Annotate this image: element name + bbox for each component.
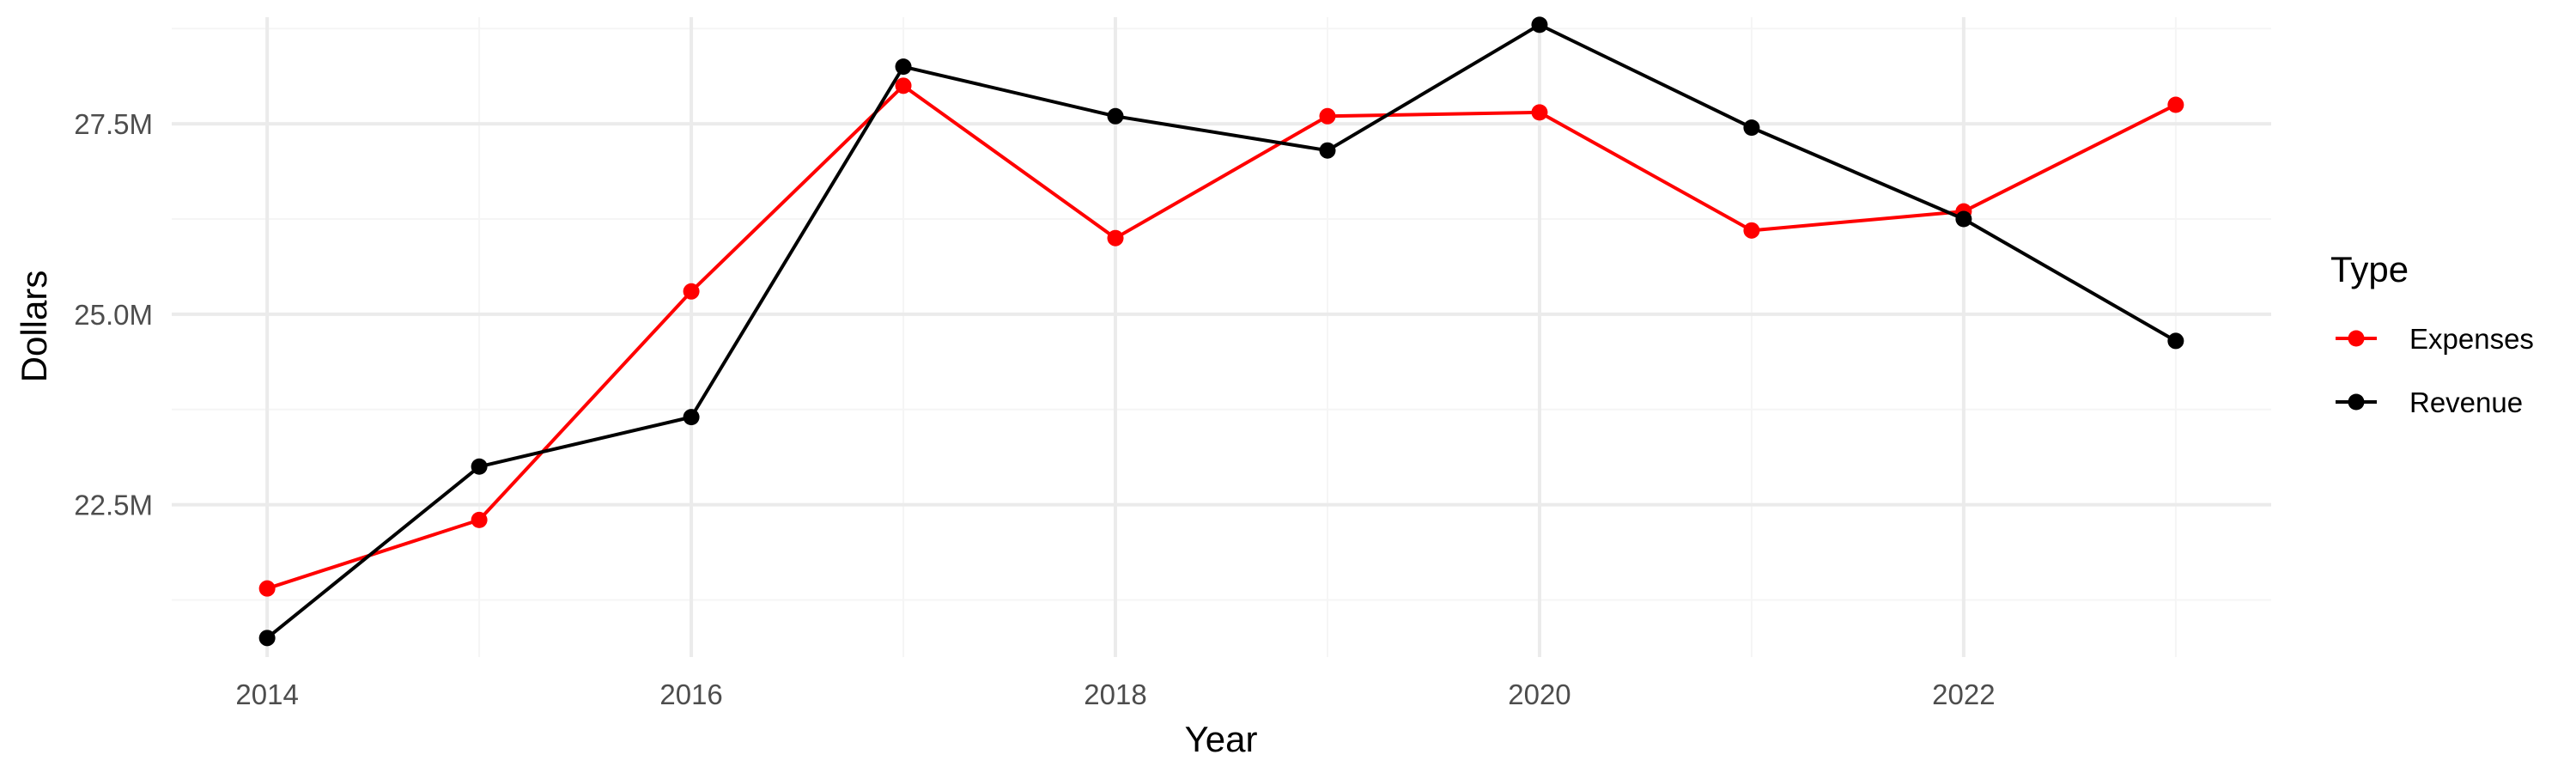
expenses-point	[1319, 107, 1336, 125]
expenses-point	[471, 511, 488, 528]
series-revenue	[258, 16, 2184, 647]
legend-items: Expenses Revenue	[2336, 323, 2534, 418]
revenue-point	[2167, 332, 2184, 350]
x-tick-label: 2014	[235, 679, 298, 710]
legend-key-point	[2348, 330, 2365, 347]
series-expenses	[258, 77, 2184, 597]
expenses-point	[683, 283, 700, 300]
revenue-point	[1319, 142, 1336, 159]
x-tick-label: 2022	[1932, 679, 1995, 710]
revenue-point	[1955, 210, 1972, 228]
legend: Type Expenses Revenue	[2330, 249, 2534, 418]
revenue-point	[258, 630, 276, 647]
expenses-point	[1531, 104, 1548, 121]
legend-label: Expenses	[2409, 323, 2534, 355]
x-tick-label: 2018	[1084, 679, 1146, 710]
revenue-point	[895, 58, 912, 76]
x-tick-label: 2020	[1508, 679, 1571, 710]
y-tick-label: 25.0M	[74, 299, 153, 331]
revenue-point	[1531, 16, 1548, 33]
legend-item-expenses: Expenses	[2336, 323, 2534, 355]
legend-item-revenue: Revenue	[2336, 386, 2523, 418]
legend-title: Type	[2330, 249, 2409, 289]
tick-layer: 2014 2016 2018 2020 2022 22.5M 25.0M 27.5M	[74, 108, 1995, 710]
revenue-line	[265, 22, 2177, 640]
legend-label: Revenue	[2409, 386, 2523, 418]
x-tick-label: 2016	[659, 679, 722, 710]
series-layer	[258, 16, 2184, 647]
grid-layer	[172, 17, 2271, 657]
expenses-point	[2167, 96, 2184, 113]
expenses-line	[266, 83, 2177, 591]
x-axis-title: Year	[1185, 719, 1258, 759]
revenue-point	[471, 458, 488, 475]
legend-key-point	[2348, 393, 2365, 411]
expenses-point	[1107, 229, 1124, 247]
y-axis-title: Dollars	[14, 271, 54, 383]
revenue-point	[683, 409, 700, 426]
revenue-point	[1743, 119, 1760, 137]
expenses-point	[895, 77, 912, 94]
expenses-point	[1743, 222, 1760, 239]
revenue-point	[1107, 107, 1124, 125]
y-tick-label: 22.5M	[74, 490, 153, 521]
y-tick-label: 27.5M	[74, 108, 153, 140]
expenses-point	[258, 580, 276, 597]
